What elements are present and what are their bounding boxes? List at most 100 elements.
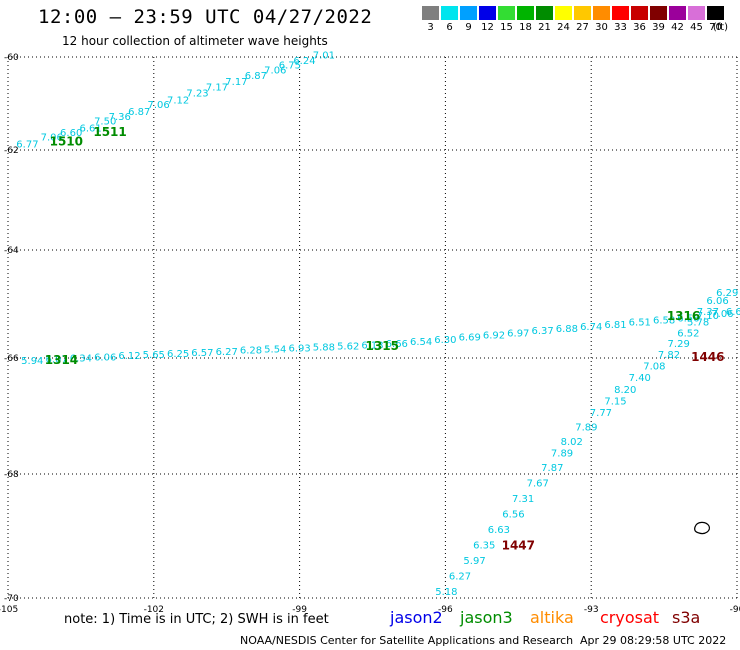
wave-height-value: 6.30: [434, 335, 456, 346]
legend-swatch: [593, 6, 610, 20]
lon-tick-label: -105: [0, 605, 18, 615]
legend-label: 30: [595, 22, 608, 33]
wave-height-value: 6.07: [45, 355, 67, 366]
pass-number-label: 1447: [502, 539, 535, 553]
wave-height-value: 6.97: [507, 328, 529, 339]
wave-height-value: 6.27: [449, 571, 471, 582]
pass-labels: 1510 1511 1314 1315 1316 1446 1447: [45, 125, 725, 553]
legend-label: 3: [427, 22, 434, 33]
wave-height-value: 7.37: [697, 307, 719, 318]
lat-tick-label: -64: [4, 246, 19, 256]
wave-height-value: 6.61: [79, 123, 101, 134]
lon-tick-label: -102: [144, 605, 164, 615]
wave-height-value: 6.74: [580, 322, 602, 333]
pass-number-label: 1510: [50, 134, 83, 148]
legend-swatch: [650, 6, 667, 20]
wave-height-value: 6.29: [716, 288, 738, 299]
wave-height-value: 6.12: [118, 351, 140, 362]
lat-lon-grid: [7, 56, 738, 599]
legend-swatch: [422, 6, 439, 20]
legend-swatch: [460, 6, 477, 20]
legend-label: 15: [500, 22, 513, 33]
wave-height-value: 7.06: [711, 309, 733, 320]
wave-height-value: 6.88: [556, 324, 578, 335]
wave-height-value: 6.87: [128, 107, 150, 118]
map-title: 12:00 – 23:59 UTC 04/27/2022: [38, 6, 373, 28]
pass-number-label: 1315: [366, 339, 399, 353]
lon-tick-label: -93: [584, 605, 599, 615]
wave-height-value: 6.69: [459, 333, 481, 344]
footer-source: NOAA/NESDIS Center for Satellite Applica…: [240, 634, 574, 647]
satellite-cryosat: cryosat: [600, 608, 660, 627]
wave-height-value: 6.24: [293, 56, 315, 67]
wave-height-value: 7.06: [264, 65, 286, 76]
wave-height-value: 7.06: [148, 100, 170, 111]
legend-swatch: [612, 6, 629, 20]
legend-label: 12: [481, 22, 494, 33]
lat-tick-label: -66: [4, 354, 19, 364]
wave-height-value: 7.82: [658, 350, 680, 361]
wave-height-value: 6.81: [604, 320, 626, 331]
axis-labels: -60 -62 -64 -66 -68 -70-105 -102 -99 -96 -93 -90: [0, 53, 740, 615]
wave-height-value: 6.58: [653, 315, 675, 326]
legend-label: 39: [652, 22, 665, 33]
legend-swatch: [574, 6, 591, 20]
legend-swatch: [555, 6, 572, 20]
wave-height-value: 7.40: [629, 373, 651, 384]
legend-label: 21: [538, 22, 551, 33]
wave-height-value: 7.87: [541, 463, 563, 474]
legend-label: 70: [709, 22, 722, 33]
legend-label: 27: [576, 22, 589, 33]
wave-height-value: 6.37: [531, 326, 553, 337]
wave-height-value: 6.63: [488, 525, 510, 536]
legend-label: 36: [633, 22, 646, 33]
wave-height-value: 7.08: [643, 362, 665, 373]
wave-height-value: 5.88: [313, 342, 335, 353]
wave-height-value: 7.10: [697, 311, 719, 322]
lat-tick-label: -60: [4, 53, 19, 63]
lat-tick-label: -68: [4, 470, 19, 480]
wave-height-value: 7.36: [109, 112, 131, 123]
wave-height-value: 6.60: [60, 128, 82, 139]
legend-label: 9: [465, 22, 472, 33]
wave-height-value: 7.23: [186, 89, 208, 100]
legend-label: 18: [519, 22, 532, 33]
color-legend: (ft) 3 6 9 12 15 18 21 24 27 30 33 36 39 42 45 70: [422, 6, 728, 36]
wave-height-value: 7.29: [668, 339, 690, 350]
wave-height-value: 6.62: [726, 307, 740, 318]
legend-label: 42: [671, 22, 684, 33]
legend-swatch: [631, 6, 648, 20]
wave-height-value: 7.89: [551, 449, 573, 460]
wave-height-value: 5.62: [337, 341, 359, 352]
legend-label: 24: [557, 22, 570, 33]
wave-height-value: 5.65: [143, 350, 165, 361]
wave-height-value: 6.57: [191, 348, 213, 359]
wave-height-value: 6.54: [410, 337, 432, 348]
wave-height-value: 6.66: [386, 339, 408, 350]
satellite-s3a: s3a: [672, 608, 701, 627]
wave-height-value: 6.51: [629, 318, 651, 329]
lat-tick-label: -62: [4, 146, 19, 156]
legend-swatch: [498, 6, 515, 20]
lon-tick-label: -90: [730, 605, 740, 615]
legend-label: 33: [614, 22, 627, 33]
lon-tick-label: -96: [438, 605, 453, 615]
satellite-tracks: 6.777.066.606.617.507.366.877.067.127.23…: [16, 50, 740, 598]
wave-height-value: 7.12: [167, 96, 189, 107]
wave-height-value: 6.27: [216, 347, 238, 358]
wave-height-value: 5.18: [435, 587, 457, 598]
footer-timestamp: Apr 29 08:29:58 UTC 2022: [580, 634, 727, 647]
wave-height-value: 8.02: [561, 437, 583, 448]
note-text: note: 1) Time is in UTC; 2) SWH is in fe…: [64, 612, 329, 627]
legend-label: 45: [690, 22, 703, 33]
wave-height-value: 7.15: [604, 396, 626, 407]
wave-height-value: 5.94: [21, 356, 43, 367]
legend-swatch: [479, 6, 496, 20]
wave-height-value: 6.52: [677, 328, 699, 339]
wave-height-value: 7.17: [225, 77, 247, 88]
wave-height-value: 5.78: [687, 318, 709, 329]
wave-height-value: 5.54: [264, 345, 286, 356]
wave-height-value: 6.06: [94, 352, 116, 363]
satellite-jason2: jason2: [390, 608, 443, 627]
